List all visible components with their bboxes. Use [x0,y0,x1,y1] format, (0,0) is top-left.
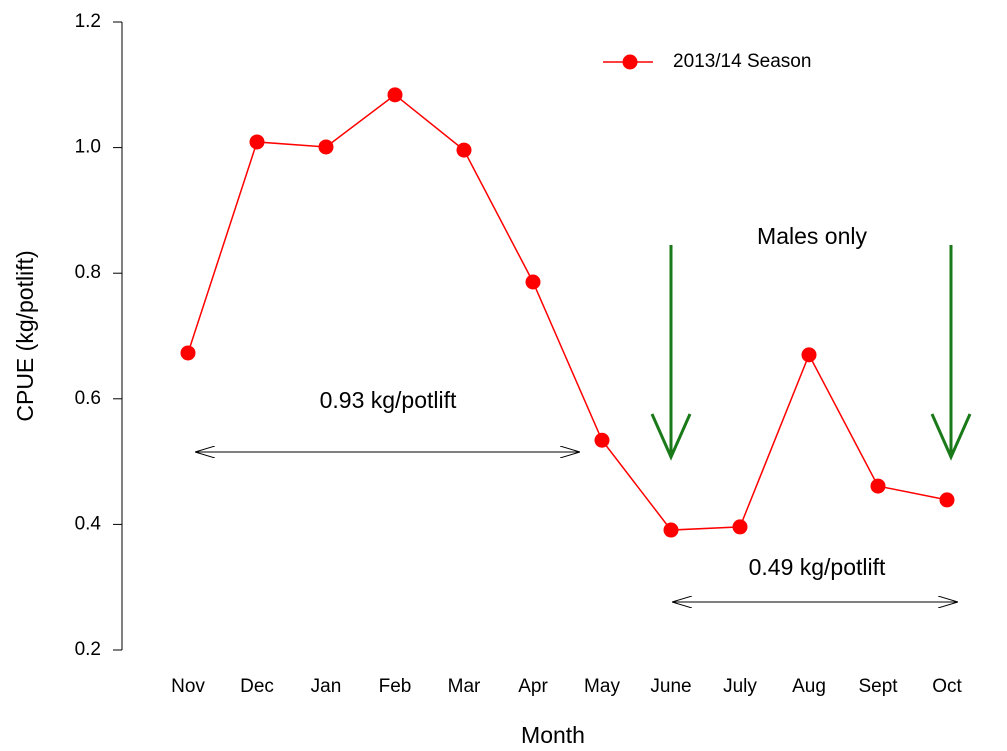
x-tick-label: June [650,676,691,697]
green-arrow [650,245,692,461]
annotation: Males only [757,223,867,249]
series-line [187,93,948,531]
data-point [663,522,679,538]
annotation: 0.93 kg/potlift [320,387,457,413]
x-tick-label: Feb [379,676,412,697]
y-tick-label: 1.2 [75,11,101,32]
y-axis-label: CPUE (kg/potlift) [12,250,38,421]
data-point [870,478,886,494]
x-tick-label: Sept [858,676,898,697]
x-tick-label: Mar [448,676,481,697]
data-point [318,139,334,155]
data-point [387,87,403,103]
data-point [939,492,955,508]
x-tick-label: Oct [932,676,962,697]
data-point [180,345,196,361]
x-axis-label: Month [521,722,585,748]
x-tick-label: Jan [311,676,342,697]
legend-marker [622,54,638,70]
data-point [525,274,541,290]
x-tick-label: Apr [518,676,548,697]
x-tick-label: Nov [171,676,205,697]
green-arrows [650,245,972,461]
data-point [456,142,472,158]
y-tick-label: 1.0 [75,137,101,158]
y-tick-label: 0.6 [75,388,101,409]
annotation: 0.49 kg/potlift [749,554,886,580]
green-arrow [930,245,972,461]
y-tick-label: 0.8 [75,262,101,283]
legend-label: 2013/14 Season [673,51,811,72]
y-tick-label: 0.2 [75,639,101,660]
x-tick-label: Dec [240,676,274,697]
data-point [594,432,610,448]
x-tick-label: July [723,676,757,697]
data-point [732,519,748,535]
y-tick-label: 0.4 [75,513,102,534]
x-tick-label: May [584,676,620,697]
x-tick-label: Aug [792,676,826,697]
data-point [801,347,817,363]
data-point [249,134,265,150]
